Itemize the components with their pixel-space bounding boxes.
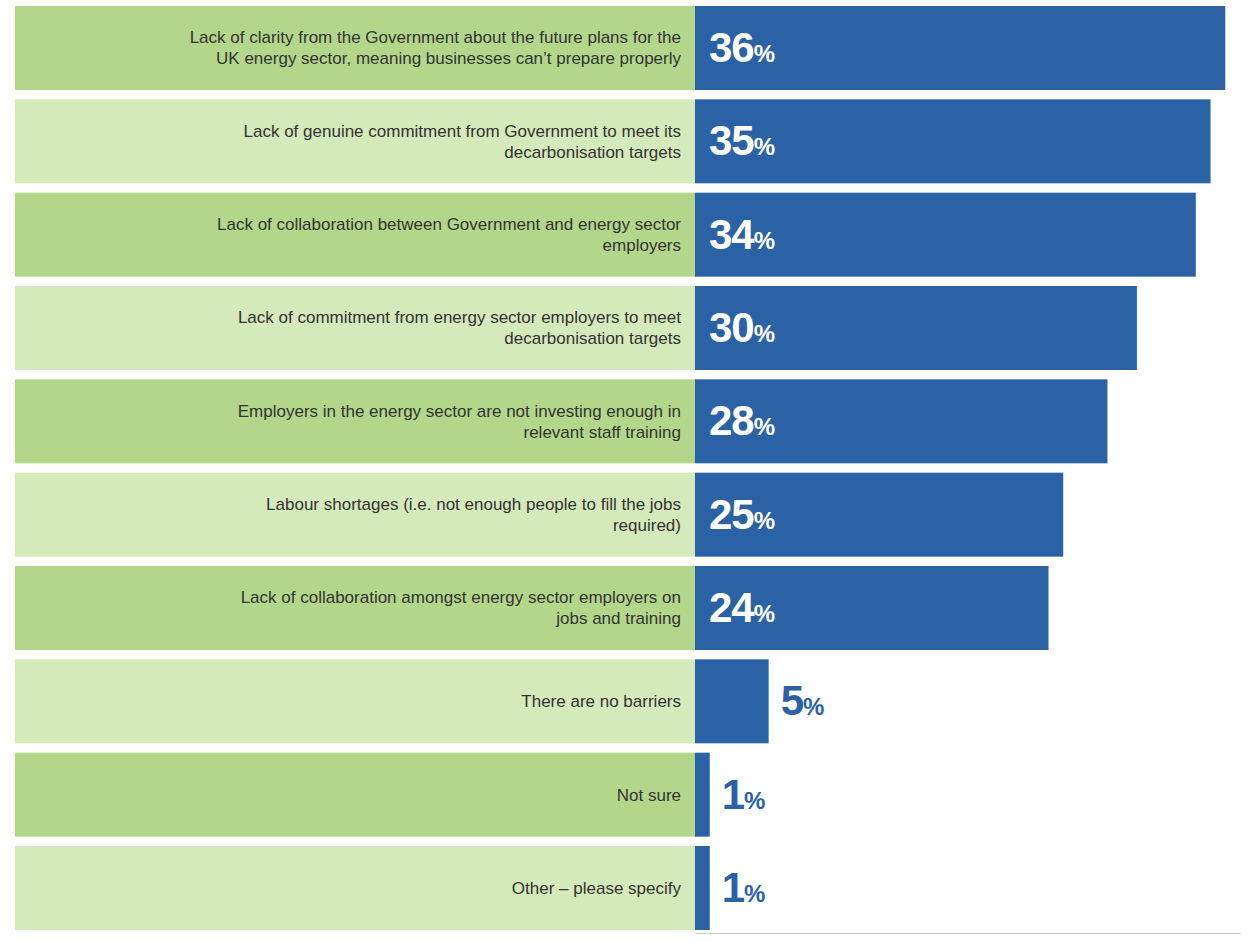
data-label: 24% — [709, 584, 775, 631]
category-label: Lack of genuine commitment from Governme… — [244, 122, 681, 162]
data-label-number: 5 — [781, 677, 804, 724]
bar — [695, 193, 1196, 277]
label-box — [15, 286, 695, 370]
bar — [695, 846, 710, 930]
category-label-line: Not sure — [617, 786, 681, 805]
bar — [695, 6, 1225, 90]
data-label: 28% — [709, 397, 775, 444]
category-label-line: required) — [613, 516, 681, 535]
category-label-line: employers — [603, 236, 681, 255]
data-label: 30% — [709, 304, 775, 351]
label-box — [15, 846, 695, 930]
category-label-line: relevant staff training — [524, 423, 682, 442]
category-label-line: Other – please specify — [512, 879, 682, 898]
data-label-number: 28 — [709, 397, 754, 444]
data-label-number: 35 — [709, 117, 754, 164]
chart-container: Lack of clarity from the Government abou… — [0, 0, 1252, 942]
data-label: 5% — [781, 677, 825, 724]
data-label-number: 25 — [709, 491, 754, 538]
bar — [695, 566, 1049, 650]
label-box — [15, 566, 695, 650]
data-label: 1% — [722, 864, 766, 911]
category-label: Employers in the energy sector are not i… — [238, 402, 681, 442]
data-labels: 36%35%34%30%28%25%24%5%1%1% — [709, 24, 824, 911]
data-label-number: 36 — [709, 24, 754, 71]
label-box — [15, 6, 695, 90]
chart-svg: Lack of clarity from the Government abou… — [0, 0, 1252, 942]
data-label: 25% — [709, 491, 775, 538]
data-label-number: 1 — [722, 864, 745, 911]
category-label-line: Lack of clarity from the Government abou… — [190, 28, 681, 47]
category-label: There are no barriers — [521, 692, 681, 711]
data-label-unit: % — [754, 133, 775, 160]
data-label-number: 30 — [709, 304, 754, 351]
label-box — [15, 753, 695, 837]
category-label: Other – please specify — [512, 879, 682, 898]
category-label-line: UK energy sector, meaning businesses can… — [216, 49, 681, 68]
category-label: Lack of commitment from energy sector em… — [238, 308, 681, 348]
category-labels: Lack of clarity from the Government abou… — [190, 28, 682, 898]
category-label: Labour shortages (i.e. not enough people… — [266, 495, 681, 535]
category-label: Lack of collaboration between Government… — [217, 215, 681, 255]
x-axis — [696, 933, 1241, 934]
label-box — [15, 193, 695, 277]
data-label-unit: % — [754, 413, 775, 440]
data-label-unit: % — [754, 40, 775, 67]
data-label-number: 1 — [722, 771, 745, 818]
label-boxes — [15, 6, 695, 930]
bar — [695, 379, 1107, 463]
data-label-unit: % — [803, 693, 824, 720]
bar — [695, 286, 1137, 370]
data-label-unit: % — [744, 880, 765, 907]
label-box — [15, 659, 695, 743]
category-label-line: decarbonisation targets — [504, 143, 681, 162]
data-label-unit: % — [754, 600, 775, 627]
label-box — [15, 379, 695, 463]
data-label-unit: % — [754, 507, 775, 534]
data-label-unit: % — [754, 320, 775, 347]
bar — [695, 659, 769, 743]
category-label-line: Lack of collaboration between Government… — [217, 215, 681, 234]
bar — [695, 99, 1211, 183]
label-box — [15, 473, 695, 557]
data-label: 36% — [709, 24, 775, 71]
category-label-line: Lack of collaboration amongst energy sec… — [241, 588, 681, 607]
category-label-line: Employers in the energy sector are not i… — [238, 402, 681, 421]
label-box — [15, 99, 695, 183]
bar — [695, 473, 1063, 557]
category-label-line: Labour shortages (i.e. not enough people… — [266, 495, 681, 514]
data-label: 1% — [722, 771, 766, 818]
axis-line — [696, 933, 1241, 934]
category-label-line: jobs and training — [555, 609, 681, 628]
category-label-line: There are no barriers — [521, 692, 681, 711]
data-label-unit: % — [754, 227, 775, 254]
category-label: Not sure — [617, 786, 681, 805]
bars — [695, 6, 1225, 930]
data-label-number: 34 — [709, 211, 755, 258]
category-label: Lack of clarity from the Government abou… — [190, 28, 682, 68]
category-label-line: Lack of genuine commitment from Governme… — [244, 122, 681, 141]
category-label-line: decarbonisation targets — [504, 329, 681, 348]
category-label: Lack of collaboration amongst energy sec… — [241, 588, 681, 628]
data-label: 35% — [709, 117, 775, 164]
data-label-unit: % — [744, 787, 765, 814]
category-label-line: Lack of commitment from energy sector em… — [238, 308, 681, 327]
data-label-number: 24 — [709, 584, 755, 631]
bar — [695, 753, 710, 837]
data-label: 34% — [709, 211, 775, 258]
